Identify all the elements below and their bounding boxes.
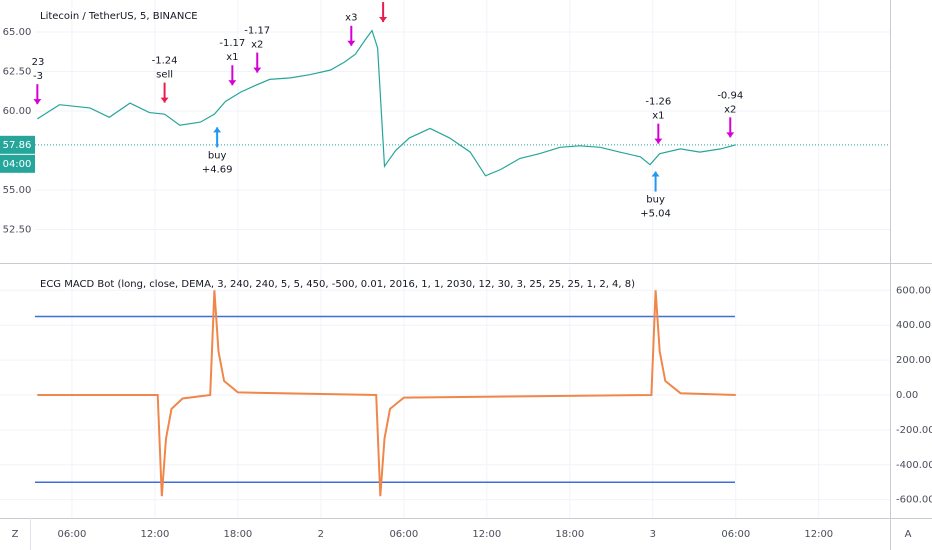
y-tick-label: -400.00 <box>896 460 932 471</box>
signal-arrowhead <box>160 97 169 103</box>
signal-label: -0.94 <box>717 90 743 101</box>
y-tick-label: -600.00 <box>896 495 932 506</box>
signal-label: +4.69 <box>202 164 233 175</box>
signal-label: +5.04 <box>640 209 671 220</box>
series-line <box>36 29 736 177</box>
countdown-box <box>0 154 35 173</box>
price-pane: 52.50 55.00 60.00 62.50 65.00 57.86 04:00 23 -3 -… <box>0 0 890 262</box>
signal-label: buy <box>208 150 227 161</box>
signal-arrowhead <box>347 40 356 46</box>
signal-arrowhead <box>726 132 735 138</box>
x-tick-label: 12:00 <box>804 529 833 540</box>
signal-arrowhead <box>213 127 222 133</box>
indicator-pane: -600.00 -400.00 -200.00 0.00 200.00 400.00 600… <box>0 265 932 518</box>
signal-label: -1.26 <box>645 97 671 108</box>
signal-label: 23 <box>32 57 45 68</box>
indicator-title: ECG MACD Bot (long, close, DEMA, 3, 240,… <box>40 279 635 290</box>
signal-arrowhead <box>33 99 42 105</box>
signal-label: -1.17 <box>244 26 270 37</box>
signal-label: x2 <box>724 104 736 115</box>
x-tick-label: 06:00 <box>58 529 87 540</box>
countdown-label: 04:00 <box>3 159 32 170</box>
time-axis: 06:00 12:00 18:00 2 06:00 12:00 18:00 3 06:00 12:… <box>58 529 834 540</box>
last-price-box <box>0 135 35 154</box>
x-tick-label: 06:00 <box>389 529 418 540</box>
y-tick-label: 200.00 <box>896 355 931 366</box>
signal-label: x1 <box>226 52 238 63</box>
y-tick-label: 600.00 <box>896 285 931 296</box>
x-tick-label: 12:00 <box>140 529 169 540</box>
x-tick-label: 2 <box>318 529 324 540</box>
signal-arrowhead <box>228 80 237 86</box>
x-tick-label: 18:00 <box>555 529 584 540</box>
y-tick-label: 62.50 <box>3 67 32 78</box>
signal-arrowhead <box>379 17 388 23</box>
y-tick-label: -200.00 <box>896 425 932 436</box>
y-tick-label: 400.00 <box>896 320 931 331</box>
signal-arrowhead <box>654 138 663 144</box>
signal-label: buy <box>646 195 665 206</box>
signal-label: -3 <box>33 71 43 82</box>
price-title: Litecoin / TetherUS, 5, BINANCE <box>40 11 198 22</box>
signal-label: -1.17 <box>219 38 245 49</box>
zoom-button[interactable]: Z <box>12 529 19 540</box>
y-tick-label: 60.00 <box>3 106 32 117</box>
signal-arrowhead <box>253 67 262 73</box>
signal-label: sell <box>156 70 173 81</box>
y-tick-label: 55.00 <box>3 185 32 196</box>
last-price-label: 57.86 <box>3 140 32 151</box>
signal-label: -1.24 <box>152 56 178 67</box>
signal-arrowhead <box>651 171 660 177</box>
series-line <box>37 290 736 497</box>
signal-label: x3 <box>345 13 357 24</box>
x-tick-label: 18:00 <box>223 529 252 540</box>
y-tick-label: 0.00 <box>896 390 918 401</box>
signal-label: x2 <box>251 40 263 51</box>
signal-label: x1 <box>652 111 664 122</box>
auto-scale-button[interactable]: A <box>905 529 912 540</box>
x-tick-label: 3 <box>650 529 656 540</box>
x-tick-label: 06:00 <box>721 529 750 540</box>
y-tick-label: 65.00 <box>3 27 32 38</box>
x-tick-label: 12:00 <box>472 529 501 540</box>
y-tick-label: 52.50 <box>3 224 32 235</box>
